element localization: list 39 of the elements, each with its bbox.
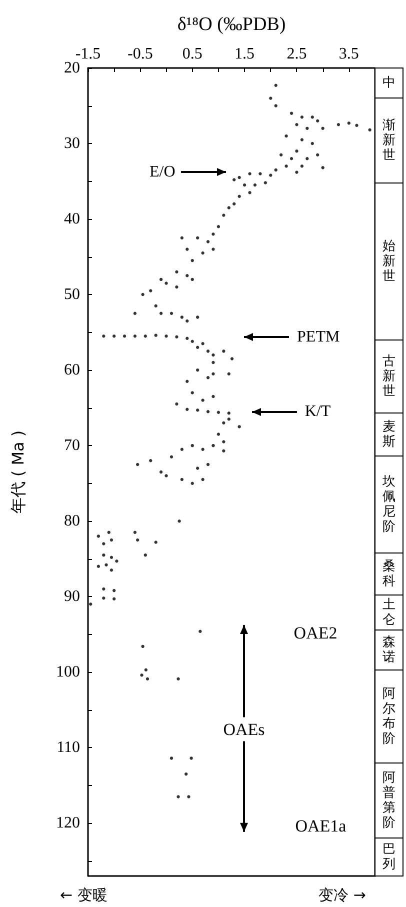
x-axis-title: δ¹⁸O (‰PDB) (177, 14, 286, 35)
y-tick-label: 80 (64, 512, 80, 530)
text: 巴列 (382, 842, 396, 872)
x-tick-label: 2.5 (286, 46, 307, 62)
y-tick-label: 40 (64, 210, 80, 228)
text: 始新世 (382, 239, 396, 284)
annotation: E/O (150, 164, 176, 181)
annotation: PETM (297, 328, 340, 346)
text: ← 变暖 (60, 886, 108, 904)
text: 森诺 (382, 635, 396, 665)
x-tick-label: 0.5 (182, 46, 202, 62)
y-tick-label: 20 (64, 60, 80, 76)
x-tick-label: 3.5 (338, 46, 359, 62)
y-tick-label: 30 (64, 135, 80, 152)
text: 土仑 (382, 598, 396, 628)
text: 中 (382, 76, 396, 90)
y-tick-label: 110 (56, 739, 80, 756)
annotation: OAE1a (295, 816, 347, 836)
text: 变冷 → (318, 886, 366, 904)
y-tick-label: 100 (56, 664, 80, 681)
y-tick-label: 60 (64, 362, 80, 379)
text: 坎佩尼阶 (382, 474, 396, 534)
annotation: OAEs (223, 720, 265, 740)
x-tick-label: -0.5 (128, 46, 153, 62)
y-tick-label: 120 (56, 814, 80, 832)
x-tick-label: 1.5 (234, 46, 255, 62)
text: 阿尔布阶 (382, 686, 396, 746)
text: 渐新世 (382, 118, 396, 163)
text: 桑科 (382, 559, 396, 589)
y-tick-label: 70 (64, 437, 80, 454)
y-tick-label: 90 (64, 588, 80, 606)
text: 阿普第阶 (382, 770, 396, 830)
x-tick-label: -1.5 (75, 46, 101, 62)
y-axis-title: 年代 ( Ma ) (8, 430, 28, 514)
text: 古新世 (382, 354, 396, 399)
annotation: OAE2 (294, 623, 338, 642)
y-tick-label: 50 (64, 286, 80, 304)
text: 麦斯 (382, 420, 396, 450)
annotation: K/T (304, 403, 331, 420)
